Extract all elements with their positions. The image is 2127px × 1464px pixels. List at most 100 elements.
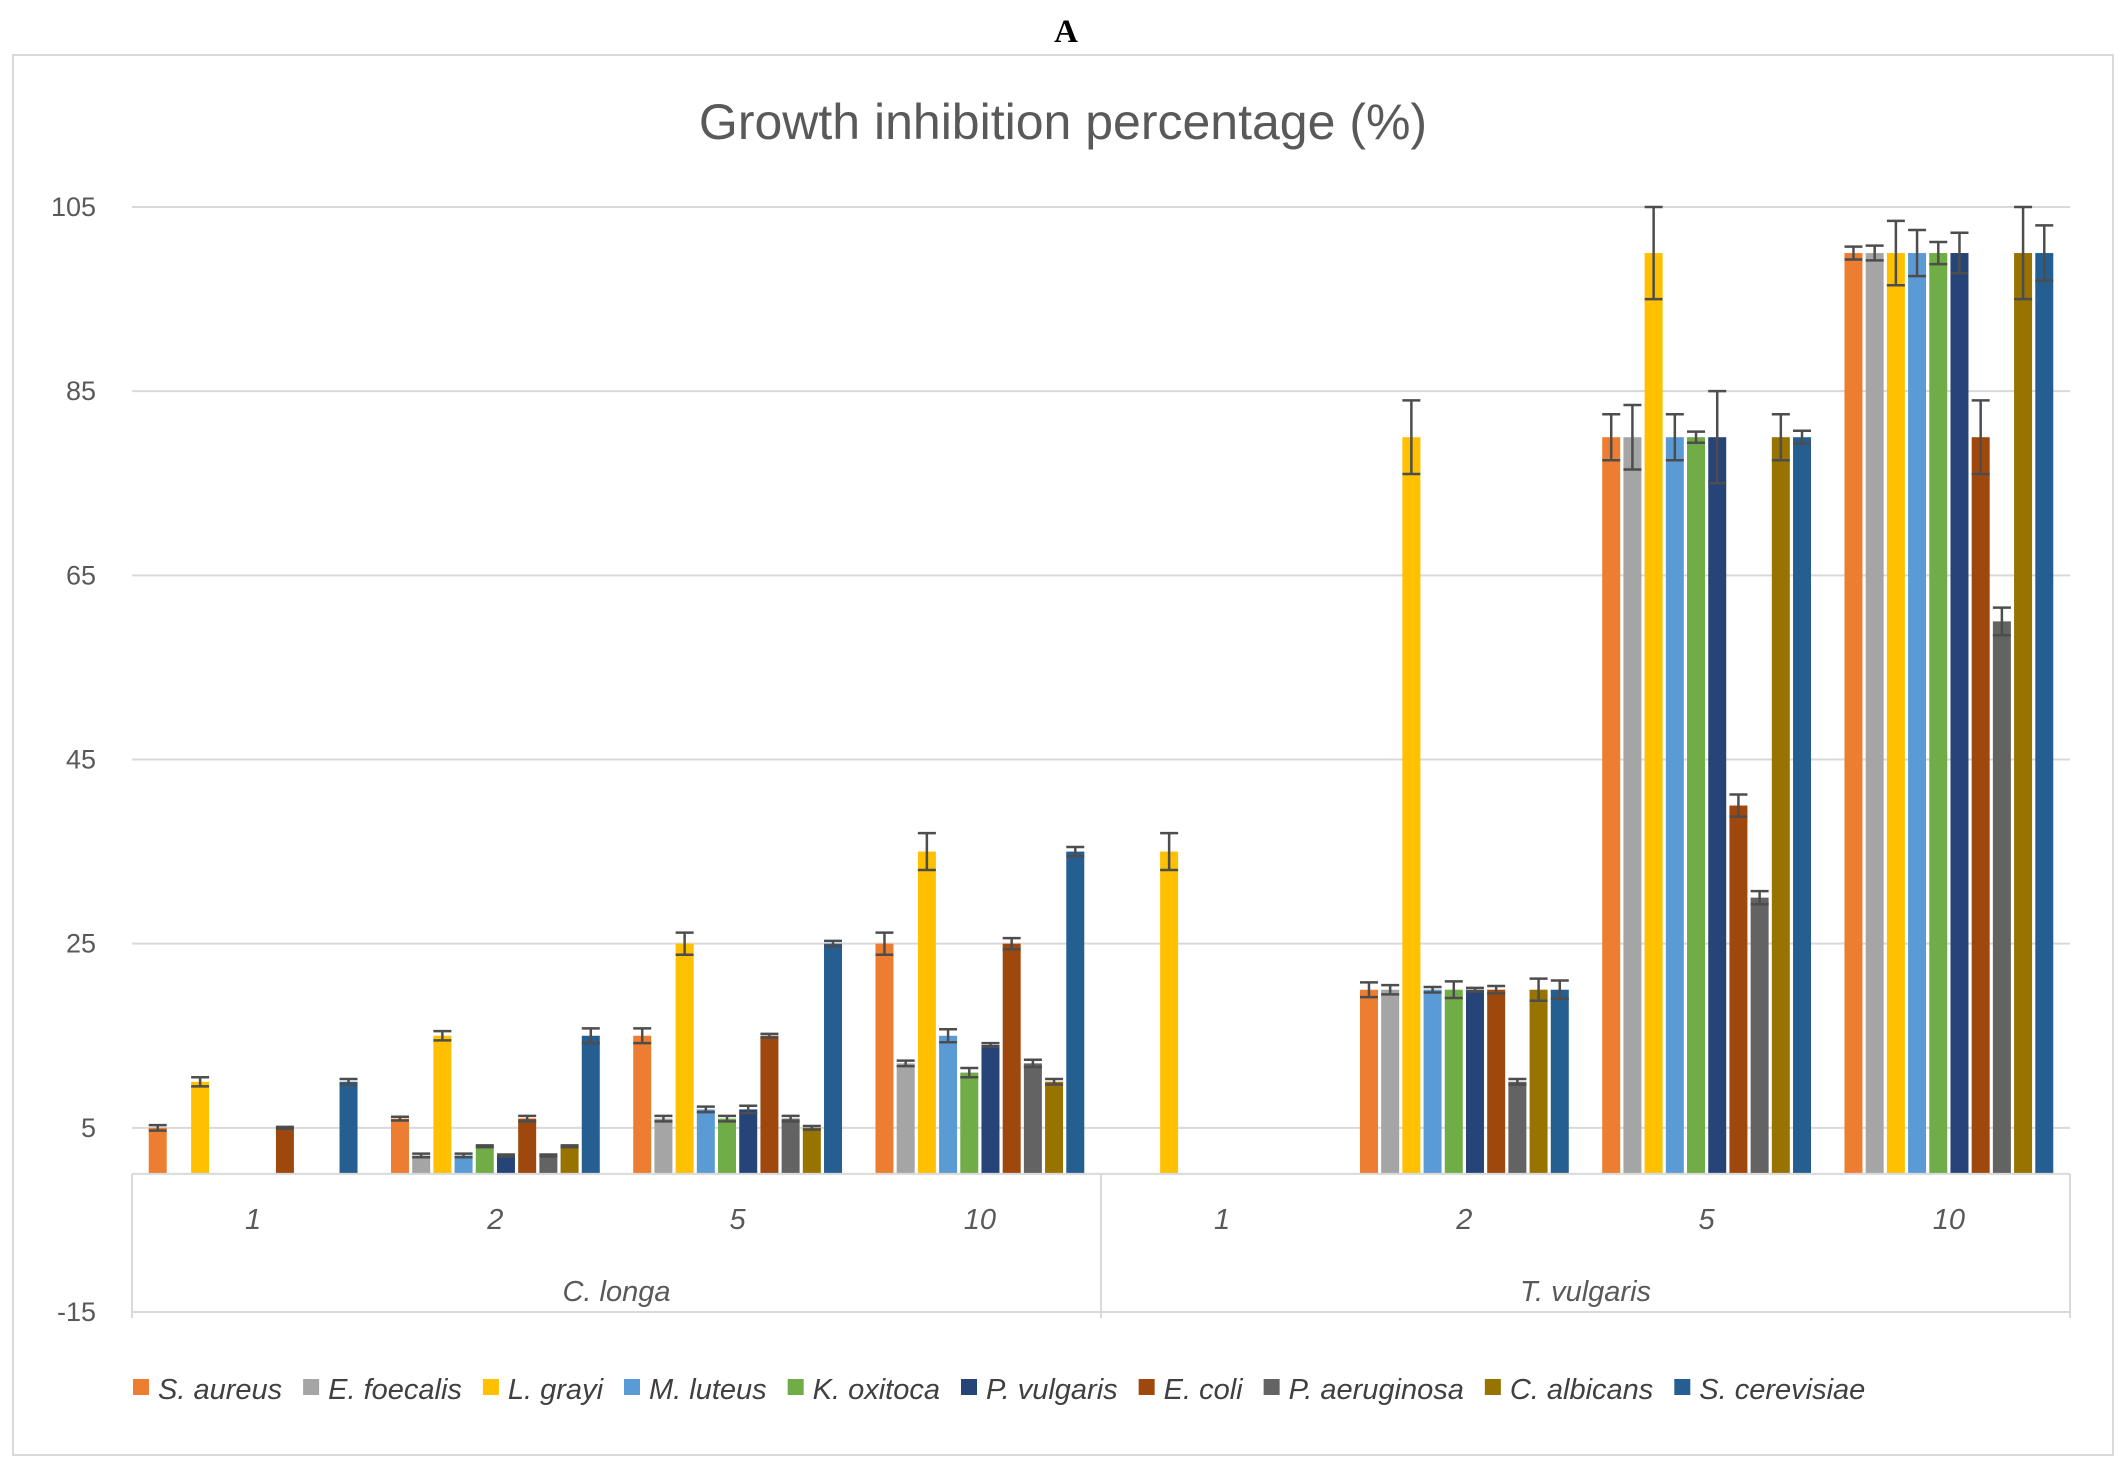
category-label: 1 bbox=[1214, 1204, 1230, 1236]
legend: S. aureus E. foecalis L. grayi M. luteus K. … bbox=[133, 1374, 1865, 1406]
legend-label: S. cerevisiae bbox=[1699, 1374, 1865, 1406]
bar bbox=[1402, 437, 1421, 1174]
bar bbox=[1381, 989, 1400, 1174]
error-bars bbox=[148, 205, 2054, 1159]
group-label: T. vulgaris bbox=[1520, 1276, 1651, 1308]
legend-swatch bbox=[1138, 1379, 1155, 1395]
bar bbox=[739, 1109, 758, 1174]
category-label: 10 bbox=[964, 1204, 996, 1236]
bar bbox=[1550, 989, 1569, 1174]
bar bbox=[2035, 253, 2054, 1174]
bar bbox=[1023, 1063, 1042, 1174]
bar bbox=[148, 1127, 167, 1174]
bar bbox=[1508, 1081, 1527, 1174]
bar bbox=[412, 1155, 431, 1174]
group-label: C. longa bbox=[562, 1276, 670, 1308]
bar bbox=[1066, 851, 1085, 1174]
y-tick-label: -15 bbox=[57, 1297, 96, 1327]
bar bbox=[539, 1155, 558, 1174]
bar bbox=[581, 1035, 600, 1174]
y-tick-label: 45 bbox=[66, 745, 96, 775]
bar bbox=[654, 1118, 673, 1174]
bar bbox=[1465, 989, 1484, 1174]
category-label: 2 bbox=[486, 1204, 503, 1236]
legend-label: L. grayi bbox=[508, 1374, 605, 1406]
legend-swatch bbox=[133, 1379, 149, 1395]
chart-title: Growth inhibition percentage (%) bbox=[699, 94, 1427, 150]
bar bbox=[191, 1081, 210, 1174]
legend-swatch bbox=[787, 1379, 804, 1395]
bar bbox=[1444, 989, 1463, 1174]
bar bbox=[939, 1035, 958, 1174]
bar bbox=[960, 1072, 979, 1174]
legend-swatch bbox=[1263, 1379, 1280, 1395]
bar bbox=[390, 1118, 409, 1174]
category-label: 5 bbox=[1699, 1204, 1716, 1236]
bar bbox=[802, 1127, 821, 1174]
bar bbox=[1971, 437, 1990, 1174]
y-tick-label: 25 bbox=[66, 929, 96, 959]
bar bbox=[1865, 253, 1884, 1174]
bar bbox=[433, 1035, 452, 1174]
bar bbox=[518, 1118, 537, 1174]
category-label: 2 bbox=[1455, 1204, 1472, 1236]
legend-label: C. albicans bbox=[1510, 1374, 1653, 1406]
bar bbox=[275, 1127, 294, 1174]
bar bbox=[1844, 253, 1863, 1174]
legend-label: M. luteus bbox=[649, 1374, 767, 1406]
bar bbox=[1529, 989, 1548, 1174]
bar bbox=[1793, 437, 1812, 1174]
legend-label: E. coli bbox=[1164, 1374, 1245, 1406]
bar bbox=[1623, 437, 1642, 1174]
panel-letter: A bbox=[1054, 14, 1078, 50]
bar bbox=[1771, 437, 1790, 1174]
bar bbox=[1644, 253, 1663, 1174]
legend-swatch bbox=[482, 1379, 499, 1395]
bar bbox=[1665, 437, 1684, 1174]
bar bbox=[824, 943, 843, 1174]
bar bbox=[1602, 437, 1621, 1174]
category-label: 5 bbox=[730, 1204, 747, 1236]
bar bbox=[718, 1118, 737, 1174]
bar bbox=[1708, 437, 1727, 1174]
bar bbox=[454, 1155, 473, 1174]
bar bbox=[1687, 437, 1706, 1174]
chart-frame bbox=[12, 54, 2114, 1456]
bar bbox=[1929, 253, 1948, 1174]
legend-swatch bbox=[1674, 1379, 1691, 1395]
bar bbox=[917, 851, 936, 1174]
legend-label: P. vulgaris bbox=[986, 1374, 1118, 1406]
bar bbox=[1992, 621, 2011, 1174]
bar bbox=[981, 1044, 1000, 1174]
legend-label: P. aeruginosa bbox=[1289, 1374, 1464, 1406]
legend-swatch bbox=[624, 1379, 641, 1395]
category-label: 1 bbox=[245, 1204, 261, 1236]
bar bbox=[560, 1146, 579, 1174]
bar bbox=[1002, 943, 1021, 1174]
bar bbox=[1729, 805, 1748, 1174]
legend-swatch bbox=[1484, 1379, 1501, 1395]
bar bbox=[781, 1118, 800, 1174]
legend-label: S. aureus bbox=[158, 1374, 282, 1406]
y-axis-tick-labels: 105 85 65 45 25 5 -15 bbox=[51, 192, 96, 1327]
bar bbox=[1886, 253, 1905, 1174]
bar bbox=[875, 943, 894, 1174]
bar bbox=[2014, 253, 2033, 1174]
bar bbox=[760, 1035, 779, 1174]
bar bbox=[1160, 851, 1179, 1174]
legend-label: K. oxitoca bbox=[813, 1374, 940, 1406]
bar bbox=[339, 1081, 358, 1174]
bar bbox=[1750, 897, 1769, 1174]
bar bbox=[1487, 989, 1506, 1174]
bar bbox=[1045, 1081, 1064, 1174]
legend-label: E. foecalis bbox=[328, 1374, 462, 1406]
category-axis: 1 2 5 10 C. longa 1 2 5 10 T. vulgaris bbox=[131, 1172, 2071, 1318]
category-label: 10 bbox=[1933, 1204, 1965, 1236]
bars bbox=[148, 253, 2054, 1174]
bar bbox=[696, 1109, 715, 1174]
bar bbox=[896, 1063, 915, 1174]
y-tick-label: 85 bbox=[66, 376, 96, 406]
bar bbox=[475, 1146, 494, 1174]
bar bbox=[1423, 989, 1442, 1174]
